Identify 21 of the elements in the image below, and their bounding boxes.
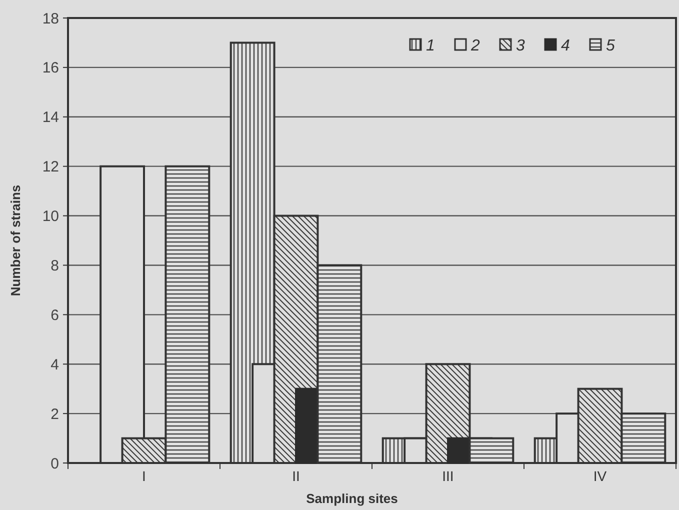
x-tick-label: II (292, 468, 300, 484)
legend-label: 2 (470, 38, 480, 55)
x-tick-label: IV (593, 468, 608, 484)
y-tick-label: 0 (50, 455, 59, 472)
y-tick-label: 14 (42, 109, 59, 126)
y-tick-label: 16 (42, 60, 59, 77)
y-tick-label: 12 (42, 158, 59, 176)
y-tick-label: 10 (42, 208, 59, 226)
x-tick-label: III (442, 468, 454, 484)
y-tick-label: 6 (50, 306, 59, 324)
y-tick-label: 8 (50, 257, 59, 274)
legend-label: 1 (426, 38, 435, 55)
y-tick-label: 4 (50, 356, 59, 374)
legend-label: 4 (561, 38, 570, 55)
y-tick-label: 2 (50, 406, 59, 423)
legend-label: 5 (606, 38, 615, 55)
x-tick-label: I (142, 468, 146, 484)
legend-label: 3 (516, 38, 525, 55)
x-axis-title: Sampling sites (306, 491, 398, 506)
y-tick-label: 18 (42, 10, 59, 28)
y-axis-title: Number of strains (8, 184, 23, 296)
